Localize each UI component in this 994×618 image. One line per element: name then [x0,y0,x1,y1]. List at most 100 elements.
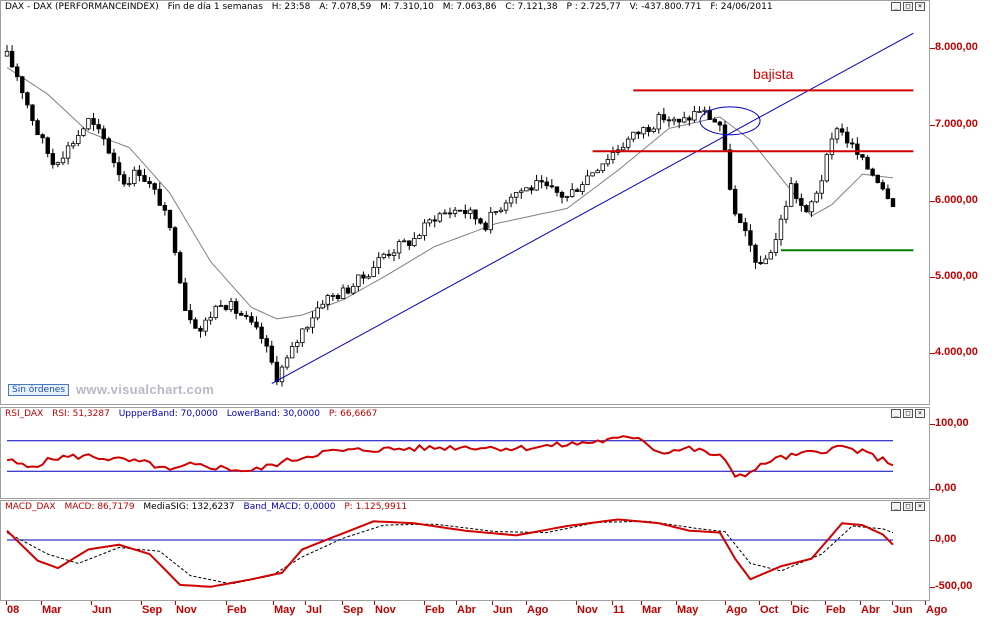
candle-body [773,239,779,254]
candle-body [605,159,611,165]
candle-body [111,152,117,164]
candle-body [870,168,875,176]
rsi-name: RSI_DAX [5,409,44,419]
maximize-icon[interactable]: □ [903,2,913,11]
candle-body [834,128,840,140]
price-y-tick-label: 7.000,00 [935,117,978,130]
candle-body [575,189,580,192]
close-icon[interactable]: × [915,409,925,418]
x-tick-label: Nov [577,604,598,616]
candle-body [249,316,254,323]
candle-body [172,227,178,253]
candle-body [101,128,106,140]
x-tick-label: Jul [306,604,322,616]
candle-body [763,258,768,265]
candle-body [702,109,707,112]
x-tick [374,601,375,605]
candle-body [885,188,891,199]
candle-body [457,209,463,212]
hour-value: H: 23:58 [271,2,311,12]
sin-ordenes-badge[interactable]: Sin órdenes [8,384,70,396]
candle-body [340,287,346,300]
maximize-icon[interactable]: □ [903,409,913,418]
x-tick [759,601,760,605]
x-tick-label: Jun [493,604,513,616]
price-y-tick-label: 8.000,00 [935,41,978,54]
candle-body [463,210,468,214]
macd-points: P: 1.125,9911 [344,502,408,512]
candle-body [799,198,804,206]
candle-body [697,111,702,113]
candle-body [132,169,137,184]
candle-body [147,181,152,185]
candle-body [269,345,274,363]
x-tick-label: Feb [227,604,247,616]
candle-body [529,187,534,191]
x-tick-label: Ago [926,604,948,616]
candle-body [483,222,488,231]
maximize-icon[interactable]: □ [903,502,913,511]
candle-body [351,285,356,294]
x-tick-label: 08 [7,604,20,616]
candle-body [722,124,728,151]
candle-body [300,328,305,344]
y-tick [930,424,935,425]
close-icon[interactable]: × [915,502,925,511]
candle-body [162,205,168,211]
x-tick [342,601,343,605]
candle-body [564,196,570,198]
macd-band: Band_MACD: 0,0000 [243,502,336,512]
candle-body [783,205,789,220]
x-tick [825,601,826,605]
candle-body [142,175,147,182]
candle-body [295,342,300,347]
candle-body [788,183,794,207]
candle-body [666,119,672,122]
y-tick [930,48,935,50]
candle-body [239,312,244,316]
rsi-line [6,435,894,479]
candle-body [595,170,600,174]
watermark: www.visualchart.com [76,382,215,397]
rsi-y-tick-label: 0,00 [935,482,957,494]
macd-y-tick-label: 0,00 [935,533,957,546]
candle-body [208,317,213,321]
x-tick [226,601,227,605]
minimize-icon[interactable]: _ [891,2,901,11]
y-tick [930,124,935,126]
y-tick [930,540,935,542]
candle-body [396,241,402,254]
x-tick-label: 11 [613,604,625,616]
bajista-annotation: bajista [753,66,794,82]
moving-average-line [6,67,894,320]
candle-body [25,92,30,106]
candle-body [646,127,651,132]
close-icon[interactable]: × [915,2,925,11]
x-tick-label: Mar [642,604,662,616]
candle-body [738,213,743,224]
candle-body [65,145,71,159]
minimize-icon[interactable]: _ [891,502,901,511]
candle-body [880,182,886,190]
candle-body [468,209,473,214]
candle-body [661,114,667,121]
x-tick-label: Sep [142,604,163,616]
x-tick-label: Ago [726,604,748,616]
candle-body [233,301,239,314]
candle-body [809,201,814,213]
minimize-icon[interactable]: _ [891,409,901,418]
candle-body [559,191,565,198]
candle-body [641,127,646,135]
rsi-points: P: 66,6667 [328,409,378,419]
candle-body [213,305,218,319]
x-tick [6,601,7,605]
symbol-label: DAX - DAX (PERFORMANCEINDEX) [5,2,159,12]
candle-body [325,295,330,305]
candle-body [620,146,626,151]
x-tick-label: Jun [893,604,913,616]
price-y-tick-label: 5.000,00 [935,269,978,282]
candle-body [20,76,25,94]
candle-body [315,307,320,319]
candle-body [376,257,381,268]
y-tick [930,276,935,278]
